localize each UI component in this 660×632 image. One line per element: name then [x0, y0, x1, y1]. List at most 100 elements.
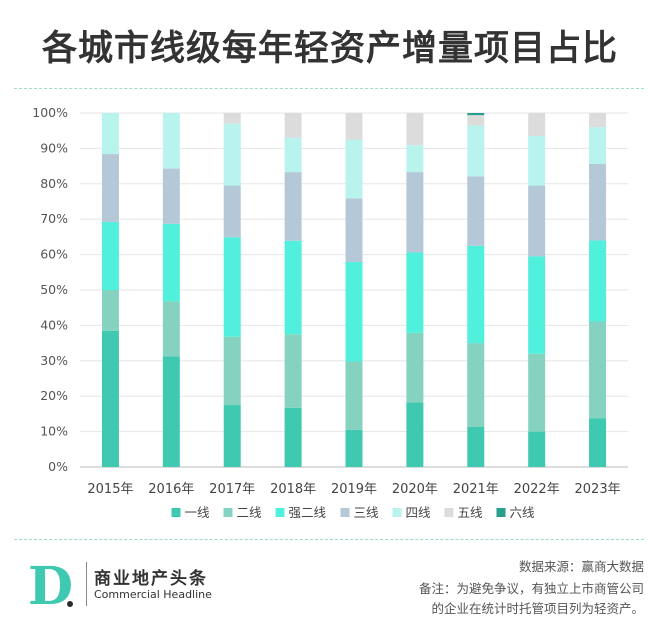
bar-segment — [101, 154, 119, 223]
bar-segment — [223, 113, 241, 124]
x-axis-ticks: 2015年 2016年 2017年 2018年 2019年 2020年 2021年 2022年… — [87, 482, 620, 497]
bar-segment — [101, 222, 119, 290]
y-tick-label: 70% — [40, 211, 68, 226]
bar-segment — [345, 262, 363, 362]
legend-swatch — [496, 508, 506, 517]
legend-swatch — [275, 508, 285, 517]
x-tick-label: 2020年 — [392, 482, 438, 497]
x-tick-label: 2023年 — [575, 482, 621, 497]
bar-segment — [528, 431, 546, 467]
y-tick-label: 100% — [32, 105, 68, 120]
bar-segment — [406, 145, 424, 173]
legend-label: 二线 — [237, 505, 263, 520]
bar-segment — [406, 332, 424, 403]
y-tick-label: 20% — [40, 388, 68, 403]
y-axis-ticks: 0% 10% 20% 30% 40% 50% 60% 70% 80% 90% 100% — [32, 105, 68, 474]
bar-segment — [467, 245, 485, 344]
bar-segment — [223, 123, 241, 186]
bar-segment — [223, 336, 241, 406]
bar-segment — [589, 418, 607, 467]
bar-segment — [223, 185, 241, 238]
legend-label: 三线 — [354, 505, 380, 520]
bar-segment — [223, 237, 241, 337]
y-tick-label: 60% — [40, 247, 68, 262]
bar-segment — [345, 198, 363, 263]
bar-segment — [162, 113, 180, 169]
bar-segment — [528, 353, 546, 432]
x-tick-label: 2021年 — [453, 482, 499, 497]
bar-segment — [284, 172, 302, 241]
bar-segment — [406, 172, 424, 253]
brand-logo-letter: D — [28, 556, 73, 612]
bar-segment — [528, 256, 546, 354]
bar-segment — [284, 240, 302, 335]
legend-swatch — [444, 508, 454, 517]
bar-segment — [528, 185, 546, 257]
brand-name-cn: 商业地产头条 — [94, 569, 208, 589]
bar-segment — [528, 136, 546, 186]
bar-segment — [284, 113, 302, 138]
bar-segment — [406, 252, 424, 333]
remark-line-1: 备注：为避免争议，有独立上市商管公司 — [418, 581, 644, 596]
y-tick-label: 40% — [40, 317, 68, 332]
bar-segment — [589, 113, 607, 128]
legend-label: 一线 — [185, 505, 211, 520]
legend-label: 四线 — [406, 505, 432, 520]
bar-segment — [162, 223, 180, 302]
brand-logo-icon: D — [28, 556, 73, 612]
bar-segment — [101, 290, 119, 331]
bar-segment — [345, 429, 363, 467]
y-tick-label: 80% — [40, 176, 68, 191]
x-tick-label: 2015年 — [87, 482, 133, 497]
bar-segment — [162, 356, 180, 467]
x-tick-label: 2018年 — [270, 482, 316, 497]
bar-segment — [589, 240, 607, 322]
bar-segment — [589, 127, 607, 164]
bar-segment — [223, 405, 241, 467]
x-tick-label: 2019年 — [331, 482, 377, 497]
title-separator — [14, 88, 644, 89]
bar-segment — [467, 125, 485, 177]
bar-segment — [467, 113, 485, 116]
bar-segment — [467, 115, 485, 126]
y-tick-label: 50% — [40, 282, 68, 297]
legend-swatch — [392, 508, 402, 517]
legend-label: 五线 — [458, 505, 484, 520]
bar-segment — [101, 113, 119, 155]
bar-segment — [162, 301, 180, 357]
bar-segment — [589, 163, 607, 241]
x-tick-label: 2022年 — [514, 482, 560, 497]
bar-segment — [284, 334, 302, 408]
bar-segment — [162, 168, 180, 224]
chart-title: 各城市线级每年轻资产增量项目占比 — [41, 29, 618, 69]
brand-divider — [86, 562, 87, 606]
bar-segment — [528, 113, 546, 137]
data-source-note: 数据来源：赢商大数据 — [518, 559, 644, 574]
bar-segment — [467, 426, 485, 467]
bar-segment — [345, 361, 363, 430]
remark-line-2: 的企业在统计时托管项目列为轻资产。 — [431, 601, 644, 616]
bar-segment — [284, 137, 302, 173]
legend-label: 六线 — [510, 505, 536, 520]
y-tick-label: 90% — [40, 140, 68, 155]
legend-label: 强二线 — [289, 505, 327, 520]
bar-segment — [467, 343, 485, 427]
bar-segment — [284, 407, 302, 467]
legend-swatch — [340, 508, 350, 517]
legend-swatch — [223, 508, 233, 517]
bar-segment — [589, 321, 607, 419]
y-tick-label: 0% — [48, 459, 68, 474]
y-tick-label: 10% — [40, 424, 68, 439]
bar-segment — [345, 139, 363, 199]
chart-bars — [101, 113, 607, 467]
brand-name-en: Commercial Headline — [94, 588, 212, 601]
footer-separator — [14, 539, 644, 540]
x-tick-label: 2017年 — [209, 482, 255, 497]
bar-segment — [467, 176, 485, 246]
bar-segment — [406, 113, 424, 146]
bar-segment — [345, 113, 363, 140]
bar-segment — [101, 330, 119, 467]
stacked-bar-chart: 0%10%20%30%40%50%60%70%80%90%100% 2015年 2… — [32, 105, 628, 520]
bar-segment — [406, 402, 424, 467]
x-tick-label: 2016年 — [148, 482, 194, 497]
